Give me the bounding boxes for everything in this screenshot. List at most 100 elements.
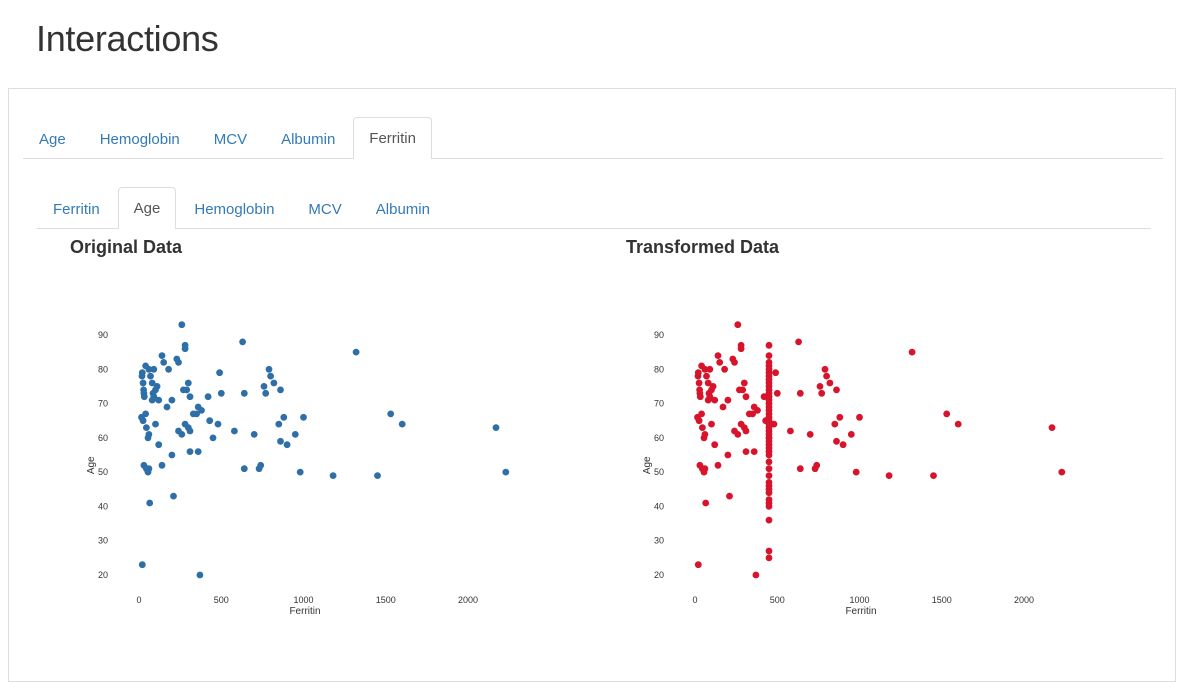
data-point (398, 420, 406, 428)
data-point (143, 424, 150, 431)
data-point (813, 461, 821, 469)
tab-albumin[interactable]: Albumin (281, 131, 336, 148)
data-point (694, 561, 702, 569)
data-point (186, 448, 194, 455)
data-point (765, 465, 773, 473)
data-point (711, 396, 719, 404)
data-point (147, 372, 154, 380)
data-point (214, 420, 222, 428)
data-point (275, 420, 283, 428)
data-point (140, 393, 148, 401)
y-axis-label: Age (86, 456, 97, 474)
data-point (291, 431, 299, 438)
x-tick-label: 1000 (849, 595, 869, 605)
data-point (163, 403, 171, 411)
data-point (148, 396, 156, 404)
data-point (150, 365, 158, 373)
data-point (240, 465, 248, 473)
data-point (146, 499, 154, 507)
data-point (701, 431, 709, 438)
data-point (787, 427, 794, 435)
original-scatter-plot: 20 30 40 50 60 70 80 90 0 500 1000 1500 2000 Ferritin… (79, 309, 549, 644)
data-point (930, 472, 937, 479)
data-point (277, 437, 284, 445)
data-point (170, 492, 177, 500)
data-point (839, 441, 847, 449)
data-point (836, 413, 844, 421)
data-point (270, 379, 278, 387)
data-point (699, 424, 706, 431)
subtab-albumin[interactable]: Albumin (375, 201, 430, 218)
data-point (267, 372, 274, 380)
subtab-age[interactable]: Age (117, 187, 177, 229)
y-tick-label: 70 (654, 399, 664, 409)
data-point (204, 393, 212, 401)
data-point (796, 389, 804, 397)
data-point (250, 431, 258, 438)
data-point (831, 420, 839, 428)
data-point (260, 383, 268, 390)
subtab-hemoglobin[interactable]: Hemoglobin (194, 201, 275, 218)
x-tick-label: 0 (692, 595, 697, 605)
data-point (265, 365, 273, 373)
y-tick-label: 20 (654, 570, 664, 580)
data-point (139, 417, 147, 425)
subtab-mcv[interactable]: MCV (308, 201, 342, 218)
y-tick-label: 50 (98, 467, 108, 477)
y-tick-label: 90 (98, 330, 108, 340)
scatter-svg: 20 30 40 50 60 70 80 90 0 500 1000 1500 2000 Ferritin… (86, 321, 510, 617)
data-point (181, 345, 189, 353)
data-point (821, 365, 829, 373)
data-point (716, 359, 724, 366)
tab-ferritin[interactable]: Ferritin (353, 117, 432, 159)
tab-age[interactable]: Age (39, 131, 66, 148)
data-point (145, 431, 153, 438)
data-point (283, 441, 291, 449)
data-point (186, 393, 194, 401)
data-point (772, 369, 779, 377)
data-point (231, 427, 238, 435)
data-point (847, 431, 855, 438)
data-point (908, 348, 916, 356)
data-point (139, 379, 147, 387)
data-point (155, 396, 163, 404)
data-point (749, 410, 756, 418)
data-point (765, 516, 773, 524)
data-point (296, 468, 304, 476)
data-point (704, 396, 712, 404)
data-point (502, 468, 510, 476)
data-point (198, 407, 205, 414)
data-point (765, 451, 773, 459)
data-point (760, 393, 768, 401)
y-axis-label: Age (642, 456, 653, 474)
data-point (262, 389, 270, 397)
data-point (239, 338, 247, 346)
original-plot-title: Original Data (70, 237, 183, 257)
data-point (178, 321, 186, 329)
y-tick-label: 20 (98, 570, 108, 580)
subtab-ferritin[interactable]: Ferritin (53, 201, 100, 218)
data-point (724, 451, 732, 459)
data-point (209, 434, 217, 442)
data-point (826, 379, 834, 387)
x-axis-label: Ferritin (845, 606, 876, 617)
data-point (698, 410, 705, 418)
y-tick-label: 40 (654, 501, 664, 511)
data-point (300, 413, 307, 421)
data-point (740, 379, 748, 387)
data-point (731, 359, 738, 366)
tab-mcv[interactable]: MCV (213, 131, 248, 148)
data-point (142, 410, 149, 418)
y-tick-label: 80 (654, 364, 664, 374)
data-point (954, 420, 962, 428)
data-point (765, 352, 773, 359)
data-point (709, 383, 717, 390)
y-tick-label: 40 (98, 501, 108, 511)
data-point (852, 468, 860, 476)
data-point (148, 379, 156, 387)
data-point (943, 410, 951, 418)
data-point (742, 393, 750, 401)
data-point (702, 499, 710, 507)
data-point (719, 403, 727, 411)
tab-hemoglobin[interactable]: Hemoglobin (99, 131, 180, 148)
